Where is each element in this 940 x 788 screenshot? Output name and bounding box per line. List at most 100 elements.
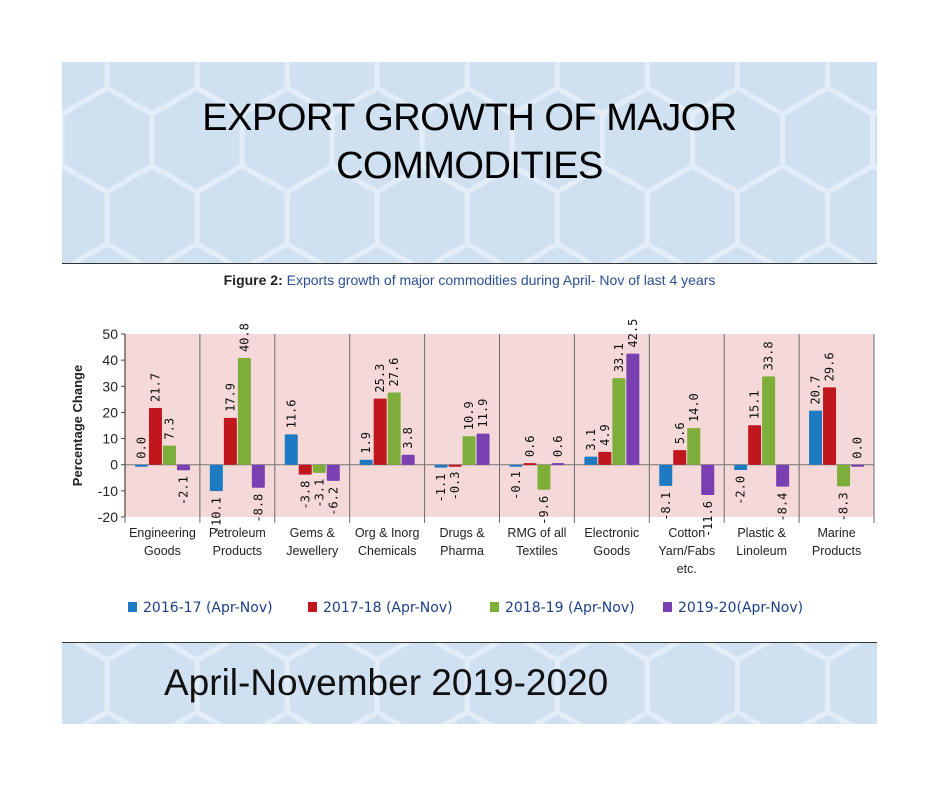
bar [673,450,687,465]
hexagon-shape [171,709,223,724]
bar [359,459,373,465]
data-label: 4.9 [598,424,612,446]
data-label: 7.3 [162,418,176,440]
category-label: Chemicals [358,544,416,558]
y-tick-label: 0 [110,457,118,473]
bar [701,464,715,496]
bar [823,387,837,465]
data-label: 10.9 [462,401,476,430]
bar [148,407,162,465]
bar [523,463,537,466]
y-tick-label: 10 [102,431,118,447]
bar [762,376,776,465]
bar [326,464,340,481]
category-label: Products [213,544,262,558]
hexagon-shape [621,709,674,724]
infographic-card: EXPORT GROWTH OF MAJOR COMMODITIES 50 40 3… [62,62,877,724]
hexagon-shape [351,709,404,724]
category-label: Petroleum [209,526,266,540]
category-label: Gems & [290,526,336,540]
data-label: -6.2 [326,487,340,516]
figure-panel: 50 40 30 20 10 0 -10 -20 Percentage Change 0.0 21.… [62,263,877,643]
bar [612,378,626,465]
category-label: Plastic & [737,526,786,540]
bar [237,358,251,465]
data-label: 11.6 [284,399,298,428]
hexagon-shape [735,631,831,724]
date-range-subtitle: April-November 2019-2020 [164,662,609,703]
hexagon-shape [801,709,854,724]
data-label: 27.6 [387,358,401,387]
data-label: -8.4 [776,493,790,522]
hexagon-shape [531,709,584,724]
bar [687,428,701,465]
figure-label: Figure 2: [223,272,283,288]
hexagon-shape [261,709,313,724]
data-label: 1.9 [359,432,373,454]
category-label: Pharma [440,544,484,558]
bar [434,464,448,468]
data-label: 0.6 [523,435,537,457]
legend-swatch [490,602,499,612]
legend-swatch [663,602,672,612]
bar [551,463,565,466]
category-label: Jewellery [286,544,339,558]
y-tick-label: -20 [98,509,118,525]
y-axis-label: Percentage Change [70,365,85,486]
page-title: EXPORT GROWTH OF MAJOR COMMODITIES [62,94,877,190]
bar [509,464,523,467]
figure-caption: Figure 2: Exports growth of major commod… [62,272,877,288]
data-label: 0.0 [851,437,865,459]
category-label: Drugs & [439,526,485,540]
data-label: -8.1 [659,492,673,521]
figure-caption-text: Exports growth of major commodities duri… [286,272,716,288]
y-tick-label: 20 [102,404,118,420]
bar [387,392,401,465]
bar [626,353,640,465]
bar [312,464,326,473]
data-label: 3.1 [584,429,598,451]
data-label: 14.0 [687,393,701,422]
data-label: 33.1 [612,343,626,372]
y-tick-label: -10 [98,483,118,499]
data-label: -1.1 [434,474,448,503]
hexagon-shape [711,709,764,724]
category-label: Org & Inorg [355,526,420,540]
data-label: 40.8 [237,323,251,352]
data-label: -8.8 [251,494,265,523]
bar [223,417,237,465]
title-line-1: EXPORT GROWTH OF MAJOR [202,97,737,139]
legend-label: 2019-20(Apr-Nov) [678,600,803,616]
data-label: -2.0 [734,476,748,505]
bar [776,464,790,487]
data-label: 3.8 [401,427,415,449]
bar [251,464,265,488]
data-label: 0.6 [551,435,565,457]
category-label: Engineering [129,526,196,540]
data-label: -0.3 [448,471,462,500]
bar [537,464,551,490]
data-label: -9.6 [537,496,551,525]
bar-chart: 50 40 30 20 10 0 -10 -20 Percentage Change 0.0 21.… [70,319,875,616]
legend-label: 2016-17 (Apr-Nov) [143,600,273,616]
data-label: 25.3 [373,364,387,393]
bar [284,434,298,465]
hexagon-shape [644,631,740,724]
data-label: 15.1 [748,390,762,419]
bar [598,451,612,465]
hexagon-shape [873,712,877,724]
data-label: 42.5 [626,319,640,348]
bar [462,436,476,465]
category-label: etc. [677,562,697,576]
bar [448,464,462,467]
hexagon-shape [441,709,494,724]
bar [851,464,865,467]
hexagon-shape [825,631,877,724]
bar [373,398,387,465]
category-label: Goods [144,544,181,558]
bar [298,464,312,475]
bar [659,464,673,486]
data-label: -3.1 [312,479,326,508]
data-label: 29.6 [823,352,837,381]
bar [134,464,148,467]
